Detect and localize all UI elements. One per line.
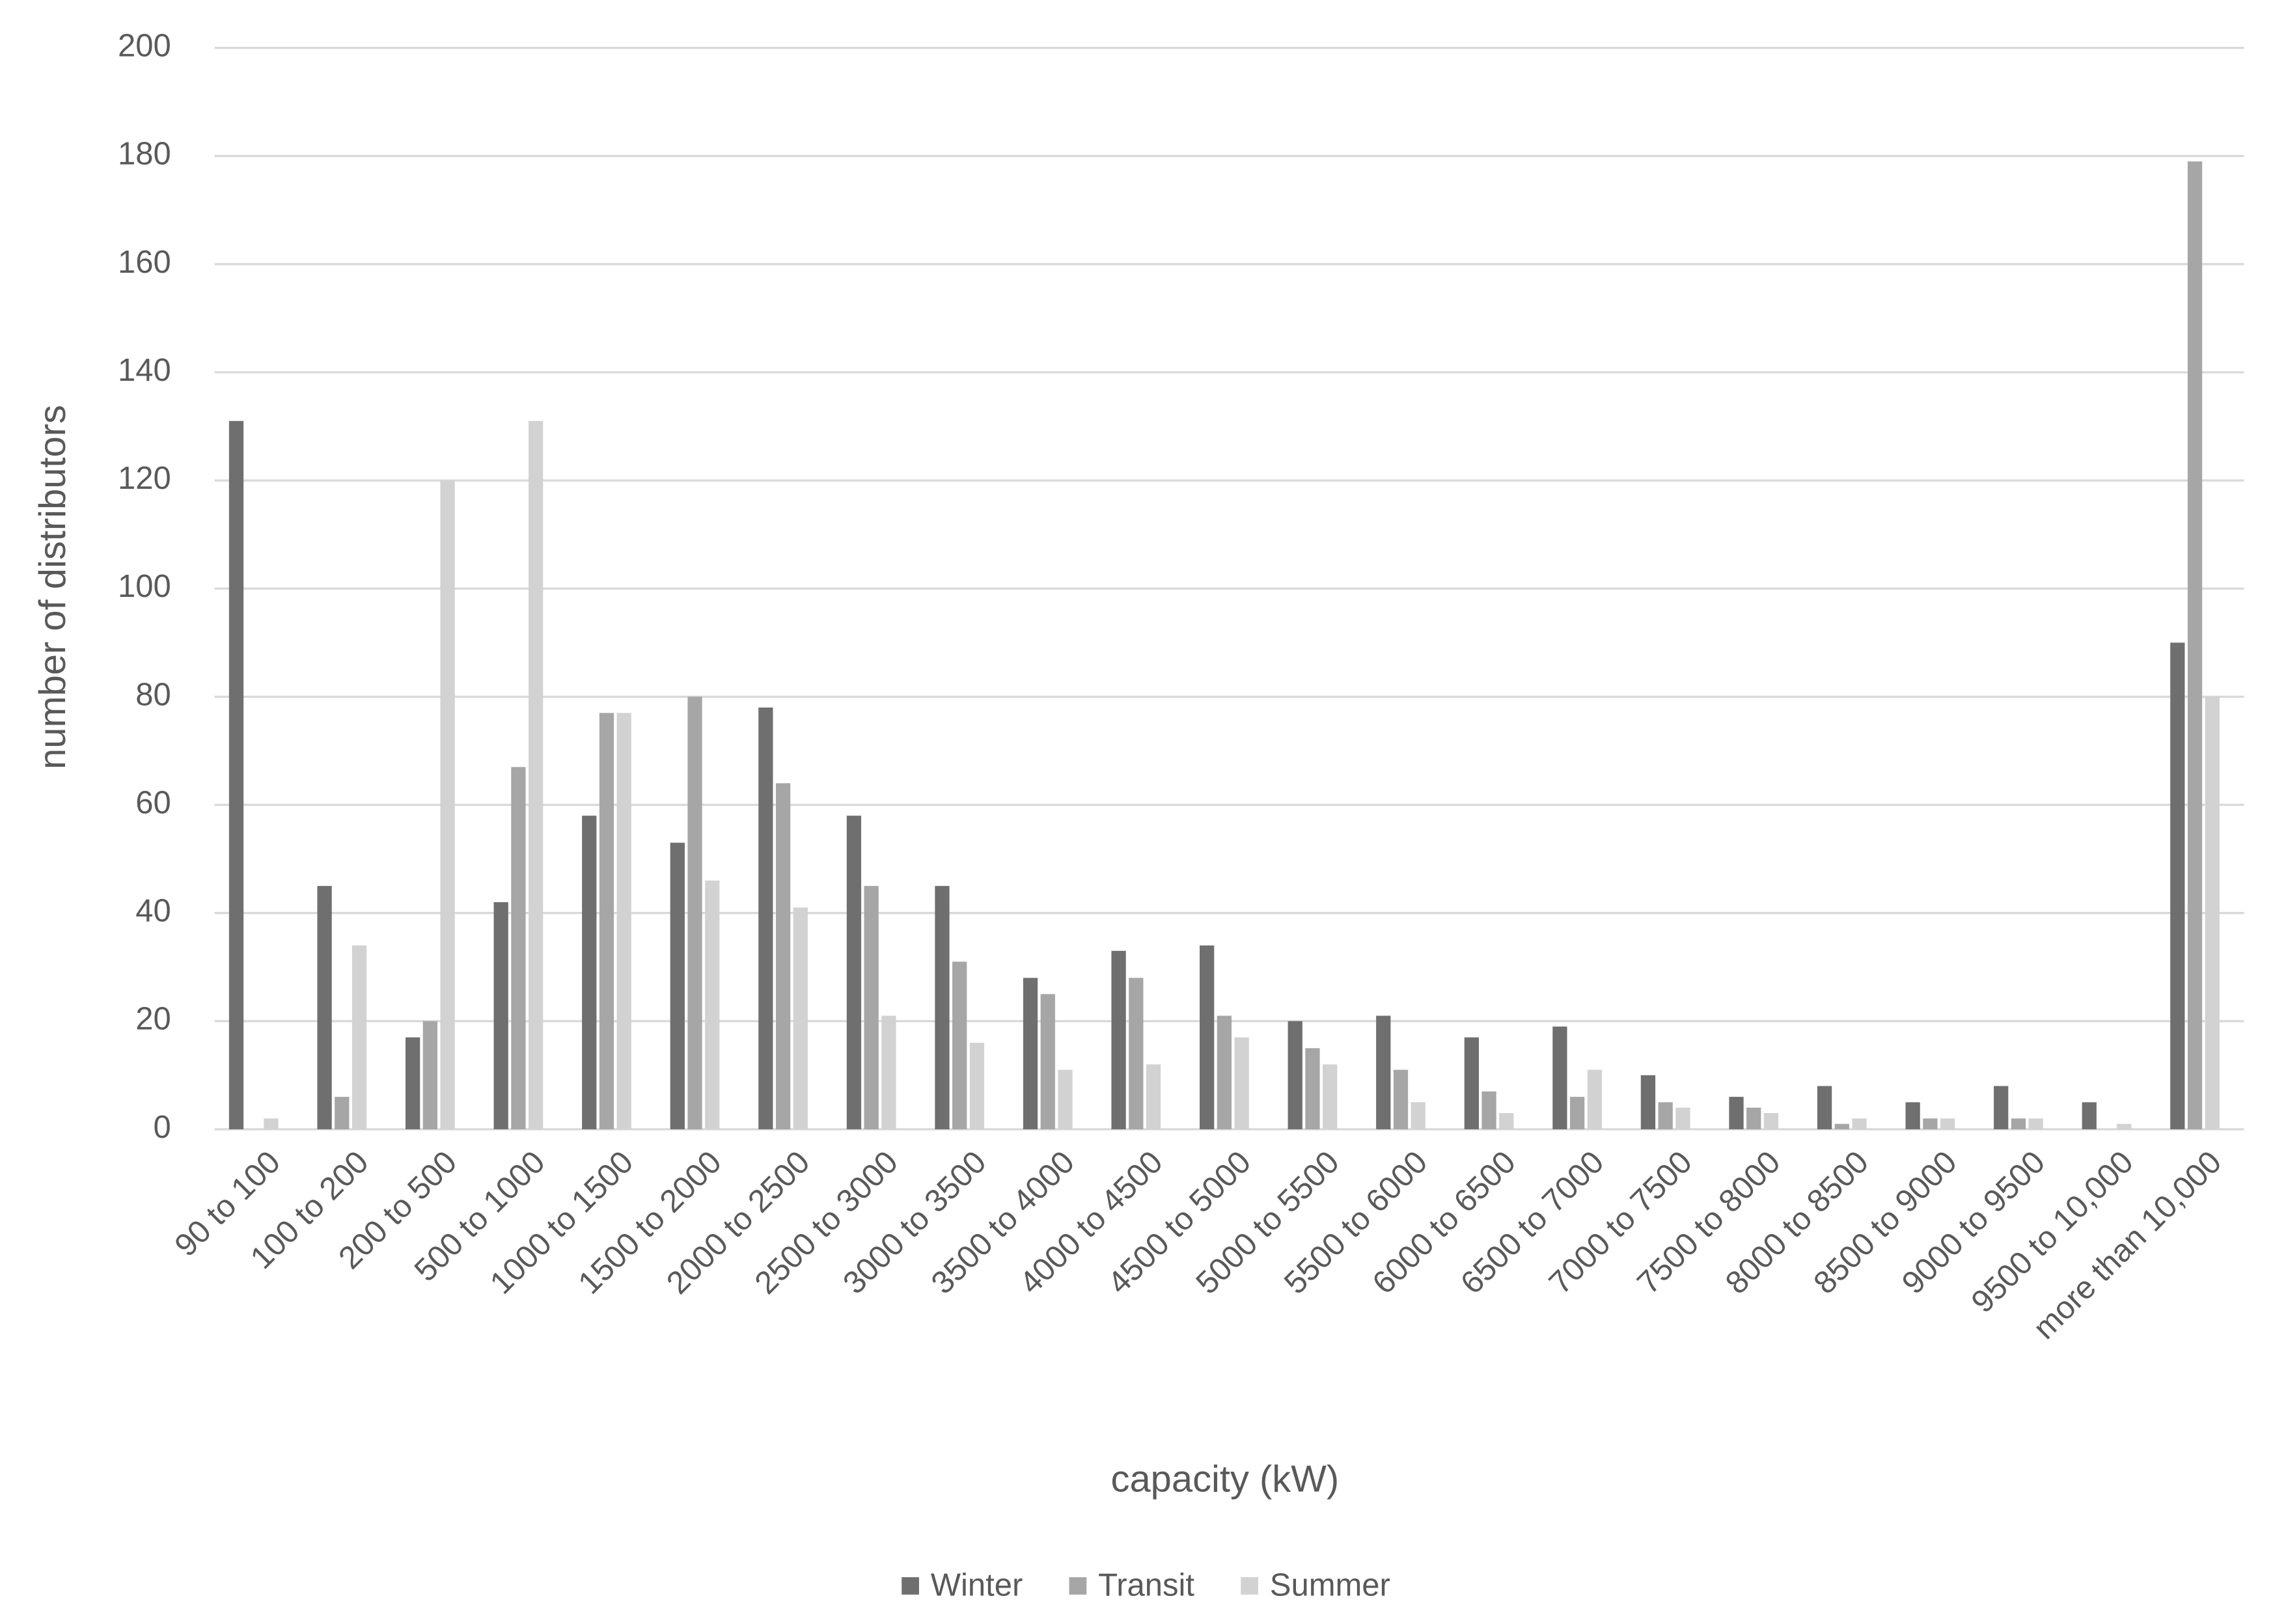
bar [1234, 1037, 1249, 1129]
legend-label: Winter [931, 1568, 1023, 1603]
bar [2187, 161, 2203, 1129]
legend-label: Summer [1270, 1568, 1390, 1603]
bar [264, 1118, 279, 1129]
bar [1763, 1113, 1779, 1129]
bar [775, 783, 791, 1129]
y-tick-label: 40 [135, 894, 171, 929]
y-tick-label: 20 [135, 1002, 171, 1037]
bar [2082, 1102, 2097, 1129]
bar [1411, 1102, 1426, 1129]
bar [1923, 1118, 1938, 1129]
bar [1587, 1069, 1602, 1129]
bar [1569, 1097, 1585, 1129]
bar [1905, 1102, 1920, 1129]
bar [1058, 1069, 1073, 1129]
bar [1129, 978, 1144, 1129]
bar [528, 420, 544, 1129]
bar [440, 480, 455, 1129]
bar [793, 907, 808, 1129]
bar [1675, 1107, 1690, 1129]
bar [758, 708, 773, 1129]
bar [952, 961, 967, 1129]
bar [1146, 1064, 1161, 1129]
legend-swatch [1241, 1577, 1258, 1595]
bar [1746, 1107, 1761, 1129]
bar [1305, 1048, 1320, 1129]
bar [582, 816, 597, 1129]
legend-label: Transit [1098, 1568, 1194, 1603]
bar [1288, 1021, 1302, 1129]
bar [1852, 1118, 1867, 1129]
y-tick-label: 100 [118, 569, 171, 604]
bar [1323, 1064, 1338, 1129]
bar [317, 886, 332, 1129]
bar [351, 945, 367, 1129]
y-tick-label: 180 [118, 137, 171, 172]
bar [1499, 1113, 1514, 1129]
bar [2117, 1123, 2132, 1129]
y-tick-label: 80 [135, 677, 171, 712]
x-tick-label: 9500 to 10,000 [1964, 1144, 2140, 1319]
bar [881, 1015, 896, 1129]
x-axis-label: capacity (kW) [1111, 1458, 1340, 1500]
bar [1940, 1118, 1955, 1129]
bar [1464, 1037, 1479, 1129]
bar [969, 1043, 985, 1129]
legend-swatch [902, 1577, 919, 1595]
bar [1376, 1015, 1391, 1129]
bar [1834, 1123, 1849, 1129]
bar [2205, 696, 2220, 1129]
bar [1023, 978, 1038, 1129]
bar [335, 1097, 350, 1129]
y-tick-label: 60 [135, 785, 171, 820]
bar [1552, 1026, 1567, 1129]
bar [1640, 1075, 1656, 1129]
y-axis-label: number of distributors [32, 405, 74, 769]
bar [616, 713, 631, 1129]
bar [1040, 994, 1055, 1129]
bar [670, 842, 685, 1129]
bar [935, 886, 950, 1129]
bar [493, 902, 508, 1129]
legend-swatch [1069, 1577, 1087, 1595]
bar [422, 1021, 437, 1129]
bar [1111, 950, 1126, 1129]
bar [228, 420, 244, 1129]
bar [687, 696, 702, 1129]
y-tick-label: 200 [118, 29, 171, 64]
bar [2028, 1118, 2043, 1129]
bar [405, 1037, 420, 1129]
bar [511, 767, 526, 1129]
y-tick-label: 140 [118, 353, 171, 388]
bar [2011, 1118, 2026, 1129]
y-tick-label: 120 [118, 461, 171, 496]
bar [864, 886, 879, 1129]
bar [1729, 1097, 1744, 1129]
bar [1658, 1102, 1673, 1129]
bar [1217, 1015, 1232, 1129]
bar [846, 816, 862, 1129]
y-tick-label: 0 [154, 1110, 171, 1145]
bar [1481, 1091, 1496, 1129]
bar [1393, 1069, 1409, 1129]
bar [705, 880, 720, 1129]
bar [1817, 1086, 1832, 1129]
bar [2170, 642, 2185, 1129]
bar [1200, 945, 1215, 1129]
bar [1994, 1086, 2009, 1129]
bar [599, 713, 614, 1129]
y-tick-label: 160 [118, 245, 171, 280]
